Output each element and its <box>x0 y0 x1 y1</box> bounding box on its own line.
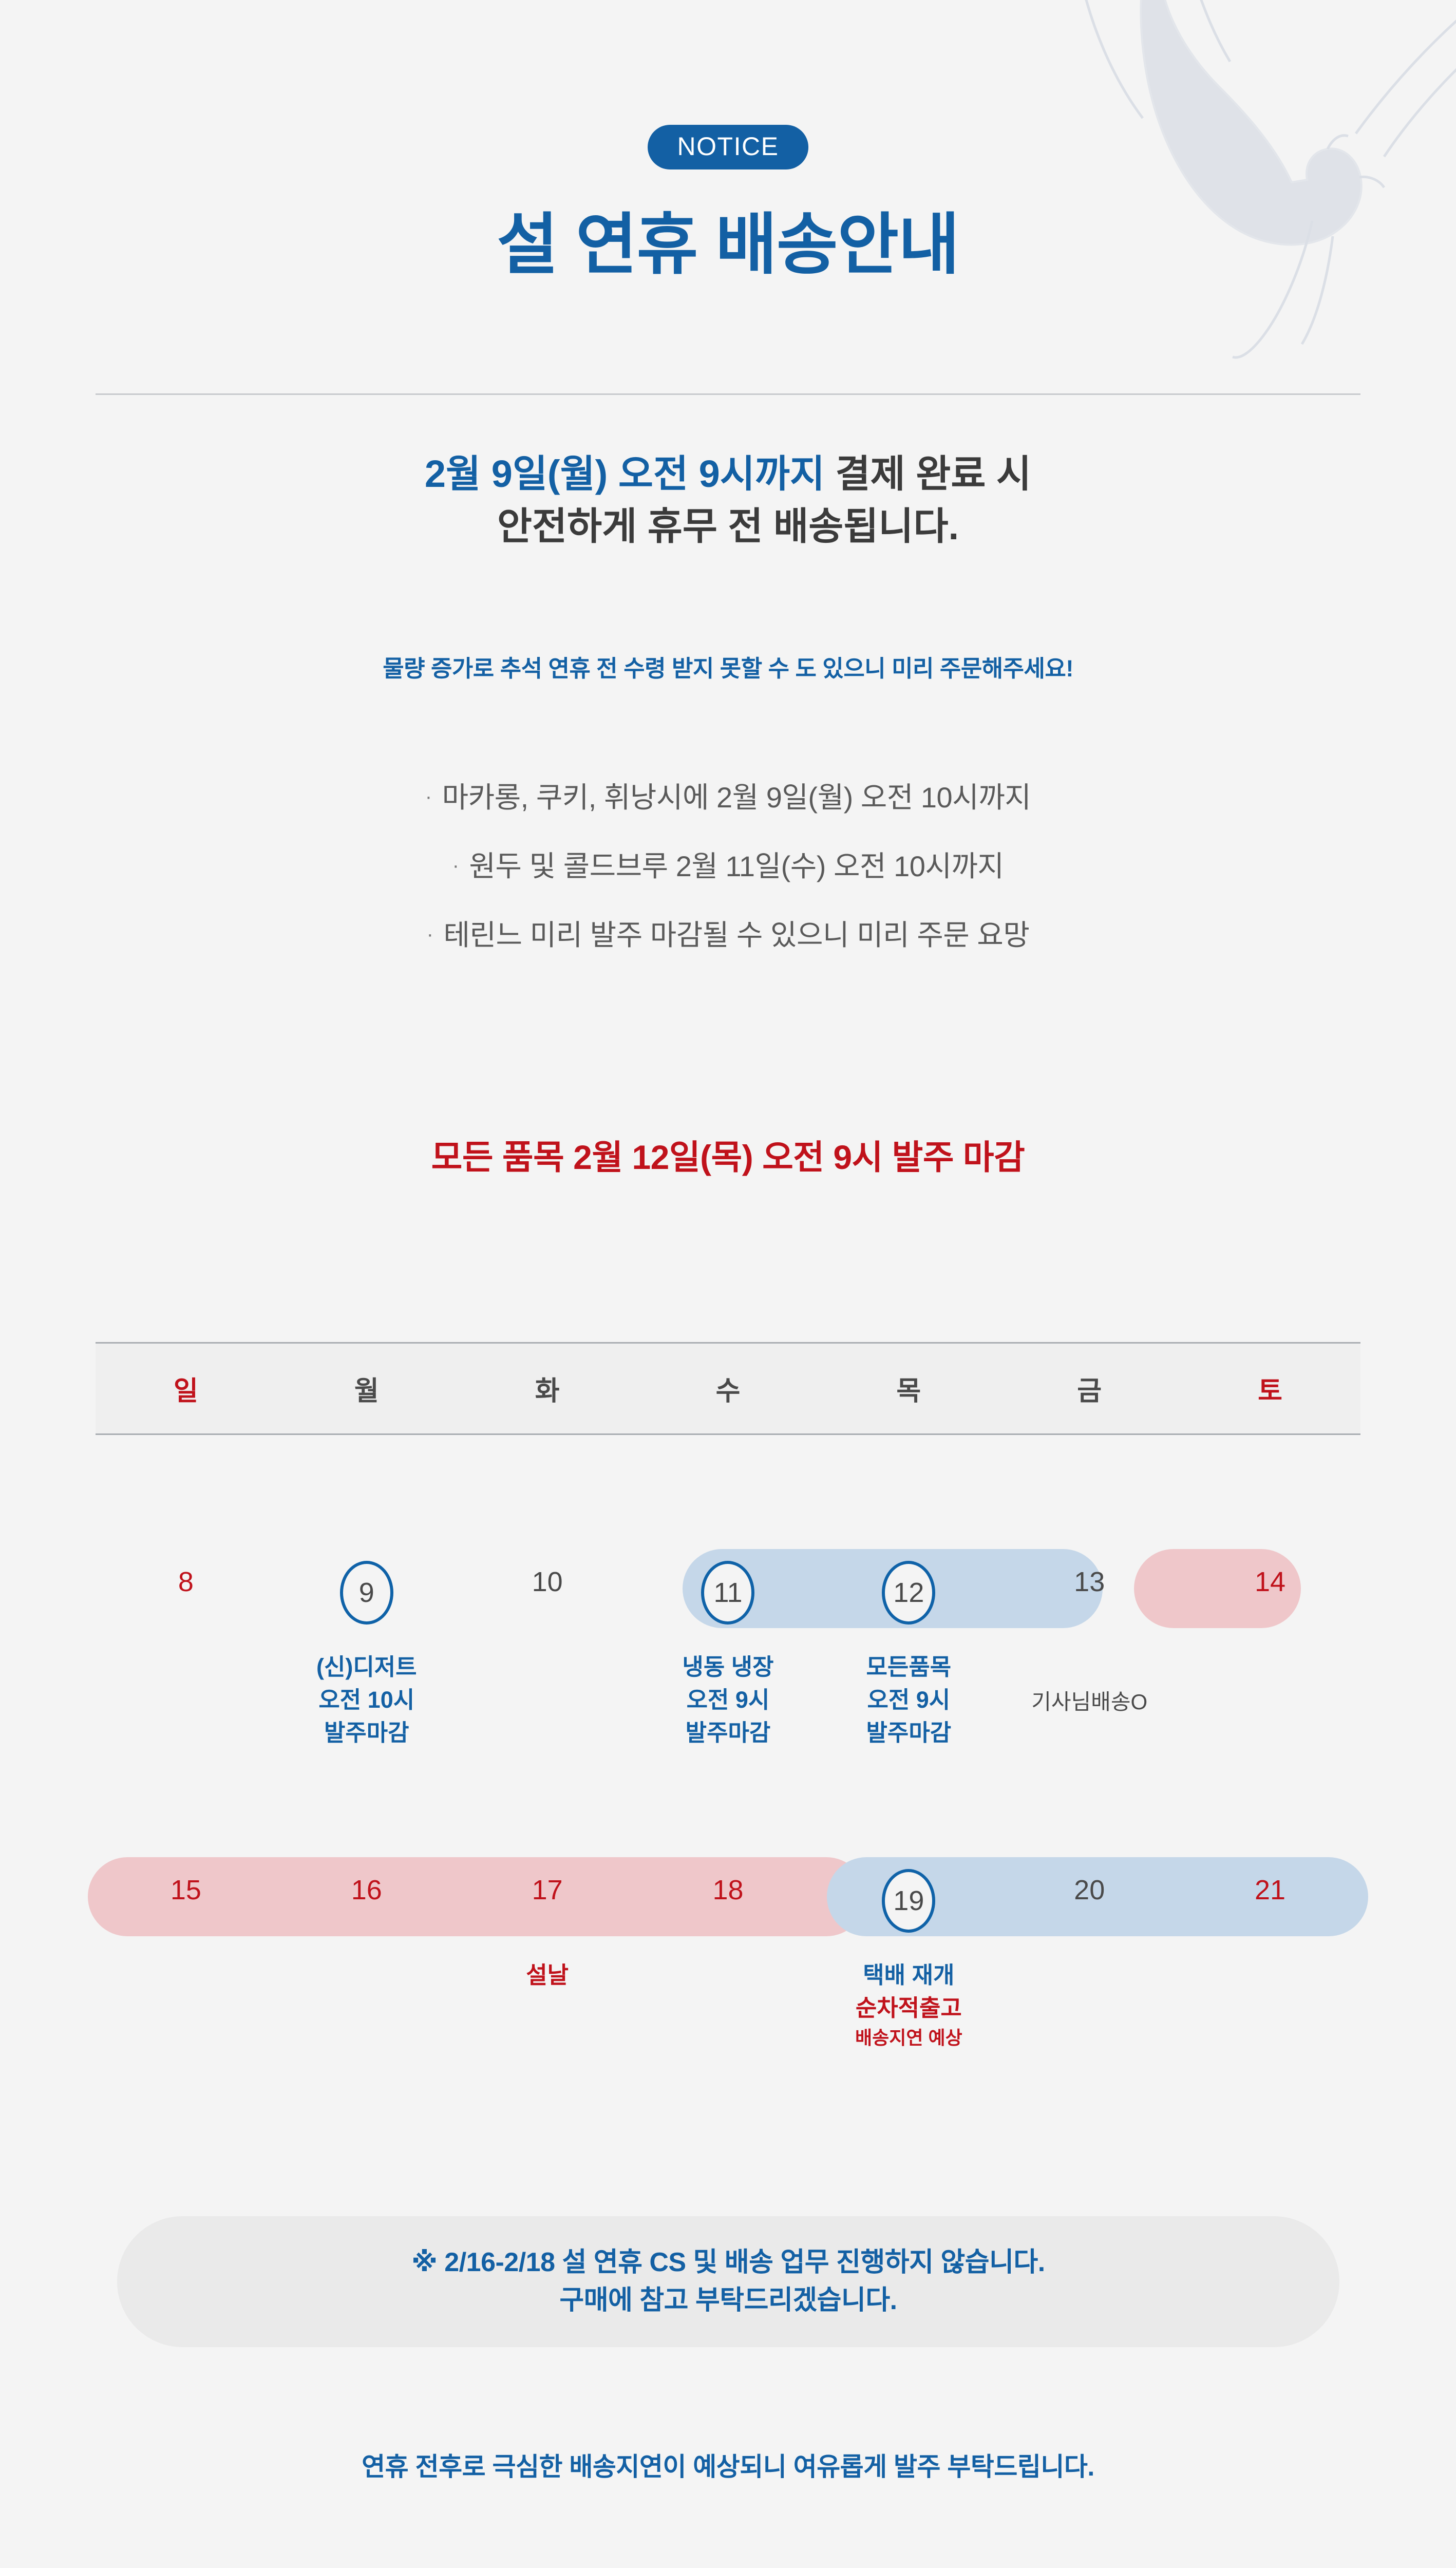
order-deadline-headline: 모든 품목 2월 12일(목) 오전 9시 발주 마감 <box>431 1138 1025 1176</box>
calendar-note-day-9-line1: (신)디저트 <box>316 1654 417 1680</box>
calendar-day-17-number: 17 <box>532 1875 563 1905</box>
calendar-note-day-19-line2: 순차적출고 <box>855 1994 962 2021</box>
holiday-notice-box: ※ 2/16-2/18 설 연휴 CS 및 배송 업무 진행하지 않습니다. 구… <box>117 2216 1339 2347</box>
calendar-day-21-number: 21 <box>1255 1875 1286 1905</box>
calendar-day-13: 13 <box>999 1566 1180 1598</box>
list-item-label: 테린느 미리 발주 마감될 수 있으니 미리 주문 요망 <box>443 919 1030 951</box>
list-item-label: 원두 및 콜드브루 2월 11일(수) 오전 10시까지 <box>469 850 1004 882</box>
calendar-note-day-17: 설날 <box>526 1962 569 1988</box>
crane-watermark-icon <box>973 0 1456 380</box>
calendar-weekday-header: 일 월 화 수 목 금 토 <box>96 1342 1360 1435</box>
highlight-pill-pink-week1 <box>1134 1549 1301 1628</box>
calendar-note-day-11-line3: 발주마감 <box>685 1719 771 1746</box>
calendar-day-15-number: 15 <box>170 1875 201 1905</box>
bullet-dot-icon: · <box>452 854 459 877</box>
bullet-dot-icon: · <box>425 785 432 808</box>
page-title: 설 연휴 배송안내 <box>497 207 959 282</box>
calendar-day-21: 21 <box>1180 1874 1360 1906</box>
holiday-notice-line2: 구매에 참고 부탁드리겠습니다. <box>559 2285 897 2315</box>
calendar-day-14: 14 <box>1180 1566 1360 1598</box>
calendar-day-15: 15 <box>96 1874 276 1906</box>
calendar-note-day-12-line1: 모든품목 <box>866 1654 952 1680</box>
lead-warning: 물량 증가로 추석 연휴 전 수령 받지 못할 수 도 있으니 미리 주문해주세… <box>383 655 1073 682</box>
calendar-day-8-number: 8 <box>178 1566 194 1597</box>
calendar-note-day-11-line1: 냉동 냉장 <box>682 1654 774 1680</box>
holiday-notice-line1: ※ 2/16-2/18 설 연휴 CS 및 배송 업무 진행하지 않습니다. <box>411 2247 1045 2277</box>
calendar-day-10: 10 <box>457 1566 638 1598</box>
calendar-day-20: 20 <box>999 1874 1180 1906</box>
lead-line-1-highlight: 2월 9일(월) 오전 9시까지 <box>424 452 825 495</box>
calendar-day-17: 17 <box>457 1874 638 1906</box>
calendar-note-day-11-line2: 오전 9시 <box>686 1686 770 1713</box>
calendar-day-12: 12 <box>818 1561 999 1625</box>
calendar-day-11-number: 11 <box>701 1561 755 1625</box>
calendar-day-14-number: 14 <box>1255 1566 1286 1597</box>
weekday-header-mon: 월 <box>354 1376 379 1406</box>
calendar-note-day-19: 택배 재개 순차적출고 배송지연 예상 <box>818 1959 999 2051</box>
notice-badge: NOTICE <box>647 125 809 169</box>
calendar-day-16-number: 16 <box>351 1875 382 1905</box>
header-divider <box>96 393 1360 395</box>
calendar-day-20-number: 20 <box>1074 1875 1105 1905</box>
calendar-day-18: 18 <box>638 1874 819 1906</box>
calendar-day-8: 8 <box>96 1566 276 1598</box>
weekday-header-sun: 일 <box>174 1376 198 1406</box>
calendar-day-19-number: 19 <box>882 1869 936 1933</box>
calendar-day-10-number: 10 <box>532 1566 563 1597</box>
weekday-header-thu: 목 <box>896 1376 921 1406</box>
calendar-day-9-number: 9 <box>339 1561 393 1625</box>
delivery-calendar: 일 월 화 수 목 금 토 8 9 10 11 12 13 14 (신)디저트 … <box>88 1342 1368 2048</box>
calendar-note-day-19-line3: 배송지연 예상 <box>855 2027 962 2048</box>
weekday-header-tue: 화 <box>535 1376 560 1406</box>
calendar-note-day-9-line2: 오전 10시 <box>318 1686 415 1713</box>
list-item-label: 마카롱, 쿠키, 휘낭시에 2월 9일(월) 오전 10시까지 <box>442 781 1031 814</box>
lead-line-2: 안전하게 휴무 전 배송됩니다. <box>497 505 959 548</box>
lead-line-1-rest: 결제 완료 시 <box>824 452 1032 495</box>
holiday-notice-text: ※ 2/16-2/18 설 연휴 CS 및 배송 업무 진행하지 않습니다. 구… <box>411 2244 1045 2320</box>
list-item: · 마카롱, 쿠키, 휘낭시에 2월 9일(월) 오전 10시까지 <box>0 783 1456 812</box>
calendar-note-day-9: (신)디저트 오전 10시 발주마감 <box>276 1651 457 1749</box>
weekday-header-sat: 토 <box>1258 1376 1282 1406</box>
calendar-day-16: 16 <box>276 1874 457 1906</box>
calendar-day-9: 9 <box>276 1561 457 1625</box>
calendar-note-day-12-line2: 오전 9시 <box>867 1686 951 1713</box>
calendar-note-day-13: 기사님배송O <box>1031 1690 1148 1714</box>
weekday-header-wed: 수 <box>715 1376 741 1406</box>
bullet-dot-icon: · <box>426 923 433 946</box>
bullet-list: · 마카롱, 쿠키, 휘낭시에 2월 9일(월) 오전 10시까지 · 원두 및 콜… <box>0 783 1456 990</box>
highlight-pill-pink-week2 <box>88 1857 866 1936</box>
list-item: · 원두 및 콜드브루 2월 11일(수) 오전 10시까지 <box>0 852 1456 881</box>
closing-message: 연휴 전후로 극심한 배송지연이 예상되니 여유롭게 발주 부탁드립니다. <box>362 2452 1094 2481</box>
list-item: · 테린느 미리 발주 마감될 수 있으니 미리 주문 요망 <box>0 921 1456 950</box>
lead-text: 2월 9일(월) 오전 9시까지 결제 완료 시 안전하게 휴무 전 배송됩니다… <box>0 448 1456 553</box>
calendar-day-19: 19 <box>818 1869 999 1933</box>
calendar-note-day-12-line3: 발주마감 <box>866 1719 952 1746</box>
calendar-note-day-12: 모든품목 오전 9시 발주마감 <box>818 1651 999 1749</box>
calendar-note-day-19-line1: 택배 재개 <box>863 1962 955 1988</box>
calendar-note-day-11: 냉동 냉장 오전 9시 발주마감 <box>638 1651 819 1749</box>
calendar-day-11: 11 <box>638 1561 819 1625</box>
weekday-header-fri: 금 <box>1077 1376 1102 1406</box>
lead-line-1: 2월 9일(월) 오전 9시까지 결제 완료 시 <box>0 448 1456 500</box>
calendar-day-12-number: 12 <box>882 1561 936 1625</box>
calendar-day-13-number: 13 <box>1074 1566 1105 1597</box>
calendar-day-18-number: 18 <box>712 1875 744 1905</box>
calendar-note-day-9-line3: 발주마감 <box>324 1719 409 1746</box>
